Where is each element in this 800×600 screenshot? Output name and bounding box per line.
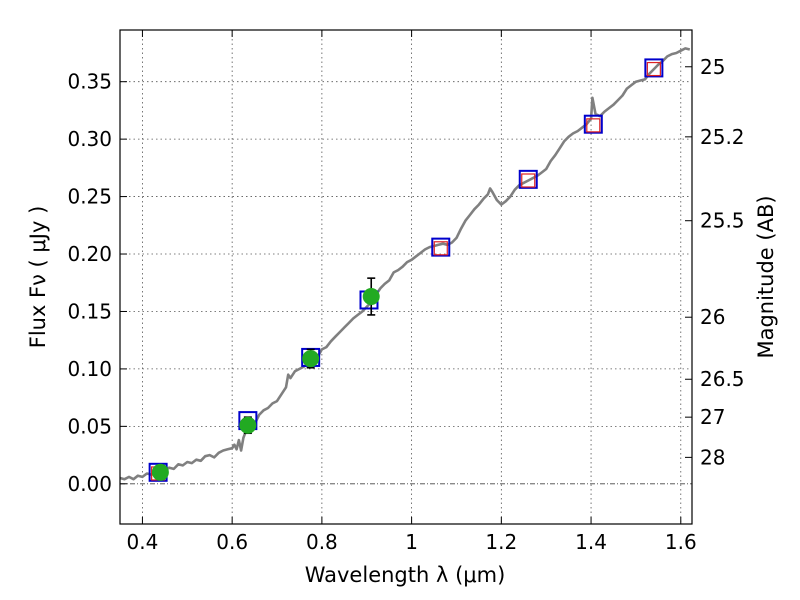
x-tick-label: 0.8 bbox=[306, 530, 338, 554]
axis-ticks: 0.4 0.6 0.8 1 1.2 1.4 1.6 0.00 0.05 0.10 0.15 0.20 0… bbox=[67, 30, 745, 554]
right-tick-label: 26.5 bbox=[700, 367, 745, 391]
y-tick-label: 0.20 bbox=[67, 242, 112, 266]
y-tick-label: 0.15 bbox=[67, 299, 112, 323]
model-point-blue bbox=[518, 169, 538, 189]
spectrum-line bbox=[119, 47, 691, 481]
x-axis-label: Wavelength λ (μm) bbox=[305, 563, 506, 587]
y-tick-label: 0.05 bbox=[67, 414, 112, 438]
spectrum-series bbox=[119, 47, 691, 481]
observed-point bbox=[362, 288, 380, 306]
x-tick-label: 0.6 bbox=[216, 530, 248, 554]
right-tick-label: 25.5 bbox=[700, 209, 745, 233]
marker-series bbox=[148, 58, 664, 482]
y-tick-label: 0.30 bbox=[67, 127, 112, 151]
model-point-red bbox=[433, 241, 448, 256]
model-point-red bbox=[646, 61, 661, 77]
x-tick-label: 1.4 bbox=[575, 530, 607, 554]
right-tick-label: 28 bbox=[700, 445, 725, 469]
observed-point bbox=[239, 416, 257, 434]
y-tick-label: 0.35 bbox=[67, 70, 112, 94]
x-tick-label: 1.6 bbox=[665, 530, 697, 554]
x-tick-label: 1 bbox=[405, 530, 418, 554]
grid-lines bbox=[120, 30, 692, 524]
observed-point bbox=[151, 463, 169, 481]
observed-point bbox=[302, 350, 320, 368]
right-tick-label: 27 bbox=[700, 405, 725, 429]
right-axis-label: Magnitude (AB) bbox=[754, 195, 778, 358]
x-tick-label: 0.4 bbox=[127, 530, 159, 554]
model-point-blue bbox=[583, 114, 603, 134]
model-point-red bbox=[586, 118, 601, 133]
right-tick-label: 25 bbox=[700, 55, 725, 79]
plot-frame bbox=[119, 29, 693, 525]
y-tick-label: 0.10 bbox=[67, 357, 112, 381]
right-tick-label: 25.2 bbox=[700, 125, 745, 149]
y-tick-label: 0.25 bbox=[67, 185, 112, 209]
model-point-blue bbox=[644, 58, 664, 78]
right-tick-label: 26 bbox=[700, 305, 725, 329]
x-tick-label: 1.2 bbox=[485, 530, 517, 554]
model-point-blue bbox=[431, 237, 451, 257]
y-axis-label: Flux Fν ( μJy ) bbox=[26, 206, 50, 349]
model-point-red bbox=[521, 173, 536, 188]
y-tick-label: 0.00 bbox=[67, 472, 112, 496]
